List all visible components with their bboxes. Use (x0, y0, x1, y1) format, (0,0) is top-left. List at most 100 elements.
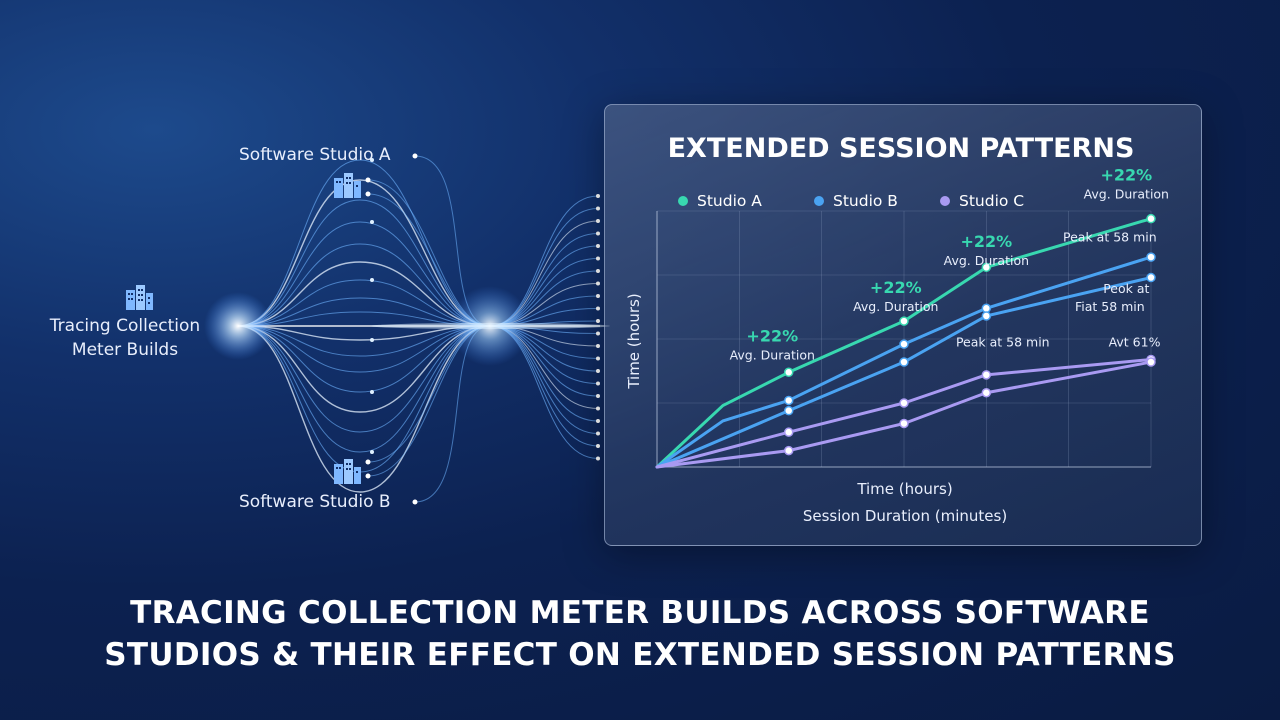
flow-endpoint (596, 256, 600, 261)
line-chart: EXTENDED SESSION PATTERNS Studio A Studio… (625, 133, 1169, 525)
legend-label: Studio C (959, 192, 1024, 210)
flow-endpoint (596, 369, 600, 373)
annotation-label: Avt 61% (1109, 335, 1161, 350)
series-line (655, 255, 1153, 469)
data-point (1146, 252, 1156, 262)
flow-dots (365, 153, 600, 505)
flow-endpoint (596, 381, 600, 386)
legend-marker (940, 196, 950, 206)
flow-line (237, 279, 491, 327)
data-point (783, 427, 794, 437)
annotation-label: Peak at 58 min (1063, 230, 1157, 245)
flow-endpoint (596, 394, 600, 398)
flow-line (237, 325, 491, 393)
data-point (981, 303, 992, 314)
flow-node (370, 220, 374, 224)
y-axis-label: Time (hours) (625, 293, 643, 389)
data-point (1146, 357, 1156, 367)
chart-annotations: +22% Avg. Duration +22% Avg. Duration +22% Av… (730, 165, 1169, 362)
flow-lines (237, 155, 600, 503)
origin-label-line1: Tracing Collection (49, 316, 201, 336)
chart-legend: Studio A Studio B Studio C (678, 192, 1024, 210)
flow-endpoint (596, 331, 600, 336)
flow-endpoint (596, 456, 600, 461)
flow-node (365, 459, 371, 465)
flow-node (412, 499, 418, 505)
annotation-label: Avg. Duration (853, 299, 938, 314)
data-point (783, 445, 794, 456)
data-point (1146, 272, 1156, 283)
data-point (1146, 213, 1156, 224)
flow-node (412, 153, 418, 159)
data-point (899, 418, 909, 429)
flow-node (365, 191, 371, 197)
flow-endpoint (596, 431, 600, 436)
flow-endpoint (596, 306, 600, 311)
chart-series (655, 213, 1156, 469)
flow-node (370, 390, 374, 394)
origin-label-line2: Meter Builds (71, 340, 179, 360)
flow-endpoint (596, 281, 600, 286)
flow-line (237, 325, 491, 373)
annotation-label: Fiat 58 min (1075, 299, 1145, 314)
building-icon (126, 285, 153, 310)
flow-line (237, 325, 491, 453)
series-line (655, 217, 1153, 469)
flow-endpoint (596, 194, 600, 198)
flow-node (370, 278, 374, 282)
convergence-flare (370, 323, 610, 329)
data-point (783, 405, 794, 416)
data-point (899, 316, 909, 326)
flow-endpoint (596, 206, 600, 211)
origin-label: Tracing Collection Meter Builds (40, 314, 210, 362)
flow-line (237, 199, 491, 327)
flow-endpoint (596, 269, 600, 273)
origin-glow (204, 292, 272, 360)
x-axis-sublabel: Session Duration (minutes) (803, 507, 1007, 525)
flow-endpoint (596, 319, 600, 323)
flow-node (365, 473, 371, 479)
building-icon (334, 459, 361, 484)
annotation-pct: +22% (960, 232, 1012, 251)
x-axis-label: Time (hours) (856, 480, 952, 498)
flow-line (237, 325, 491, 433)
headline-line1: TRACING COLLECTION METER BUILDS ACROSS S… (130, 595, 1150, 631)
flow-node (370, 158, 374, 162)
flow-endpoint (596, 244, 600, 248)
data-point (899, 398, 909, 408)
annotation-pct: +22% (1100, 165, 1152, 184)
headline-line2: STUDIOS & THEIR EFFECT ON EXTENDED SESSI… (104, 637, 1176, 673)
flow-line (237, 325, 491, 413)
flow-line (237, 325, 491, 493)
flow-endpoint (596, 231, 600, 236)
annotation-pct: +22% (870, 278, 922, 297)
chart-grid (656, 210, 1152, 468)
studio-a-label: Software Studio A (239, 145, 391, 165)
data-point (981, 262, 992, 273)
headline: TRACING COLLECTION METER BUILDS ACROSS S… (0, 592, 1280, 676)
flow-line (237, 179, 491, 327)
legend-marker (678, 196, 688, 206)
flow-endpoint (596, 406, 600, 411)
annotation-label: Peak at 58 min (956, 335, 1050, 350)
data-point (899, 339, 909, 349)
studio-b-label: Software Studio B (239, 492, 391, 512)
data-point (981, 370, 992, 380)
flow-endpoint (596, 356, 600, 361)
flow-endpoint (596, 294, 600, 298)
flow-endpoint (596, 344, 600, 348)
building-icon (334, 173, 361, 198)
legend-label: Studio B (833, 192, 898, 210)
flow-line (237, 325, 491, 341)
flow-line (237, 243, 491, 327)
data-point (783, 395, 794, 406)
flow-node (370, 338, 374, 342)
data-point (899, 357, 909, 367)
annotation-label: Avg. Duration (730, 348, 815, 363)
annotation-label: Peok at (1103, 281, 1149, 296)
flow-line (237, 297, 491, 327)
legend-label: Studio A (697, 192, 762, 210)
data-point (981, 311, 992, 321)
flow-endpoint (596, 419, 600, 423)
